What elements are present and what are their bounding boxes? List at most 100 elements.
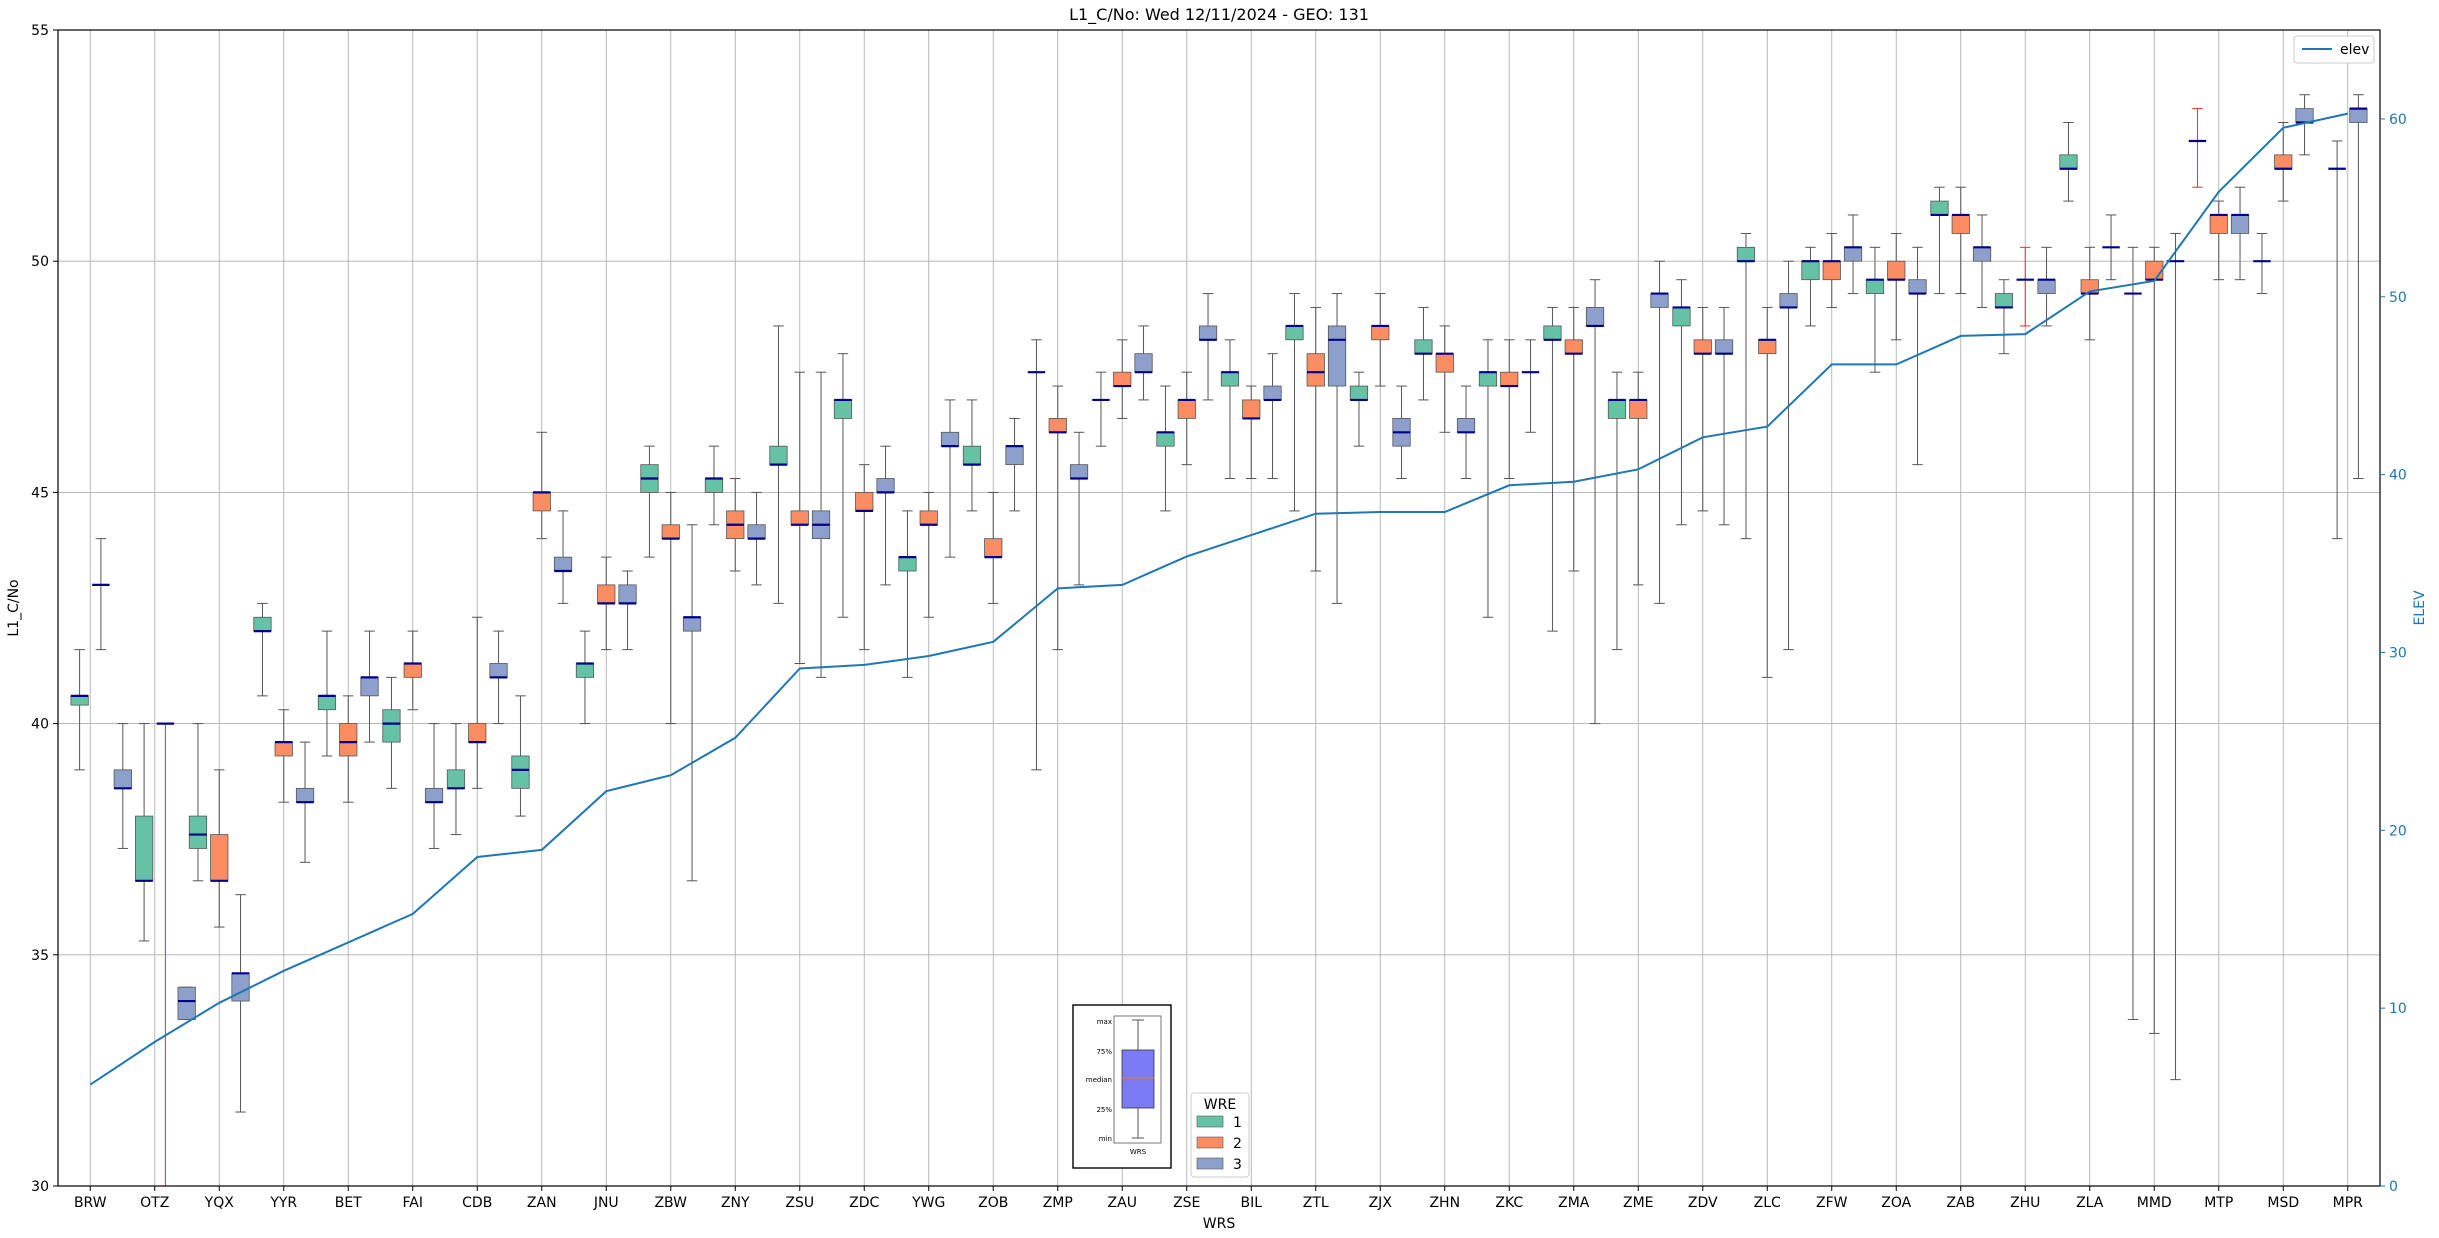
box-wre-2 xyxy=(1500,371,1519,387)
key-label-q3: 75% xyxy=(1096,1048,1112,1056)
elev-legend: elev xyxy=(2293,35,2375,64)
box-wre-2 xyxy=(532,491,551,512)
box-wre-2 xyxy=(1113,371,1132,387)
box-wre-3 xyxy=(2230,214,2250,234)
box-wre-3 xyxy=(1585,307,1605,327)
key-label-median: median xyxy=(1086,1076,1112,1084)
box-wre-2 xyxy=(339,723,358,757)
wre-legend-swatch-1 xyxy=(1196,1115,1224,1128)
chart-title: L1_C/No: Wed 12/11/2024 - GEO: 131 xyxy=(1069,5,1369,25)
box-wre-3 xyxy=(940,431,960,447)
box-wre-1 xyxy=(1543,325,1562,341)
box-wre-2 xyxy=(1887,260,1906,281)
box-wre-3 xyxy=(1779,293,1798,308)
y-axis-ticks: 30 35 40 45 50 55 xyxy=(31,23,58,1195)
x-tick-label: ZFW xyxy=(1816,1195,1848,1211)
x-tick-label: ZHU xyxy=(2010,1195,2040,1211)
x-tick-label: YWG xyxy=(911,1195,945,1211)
x-tick-label: BIL xyxy=(1240,1195,1262,1211)
box-wre-3 xyxy=(295,787,315,803)
x-tick-label: BRW xyxy=(74,1195,107,1211)
box-wre-3 xyxy=(1005,445,1024,466)
box-wre-2 xyxy=(210,834,229,882)
x-tick-label: ZKC xyxy=(1495,1195,1523,1211)
box-wre-1 xyxy=(898,556,917,572)
box-wre-2 xyxy=(1306,353,1325,387)
x-tick-label: ZMA xyxy=(1558,1195,1590,1211)
wre-legend-label-3: 3 xyxy=(1233,1157,1242,1173)
box-wre-2 xyxy=(661,524,680,540)
x-tick-label: ZTL xyxy=(1303,1195,1329,1211)
plot-frame xyxy=(57,29,2381,1187)
y-tick-label: 45 xyxy=(31,485,49,501)
x-tick-label: ZOA xyxy=(1881,1195,1911,1211)
elev-series xyxy=(89,112,2349,1086)
box-wre-1 xyxy=(1865,279,1885,294)
y-tick-label: 40 xyxy=(31,717,49,733)
box-wre-3 xyxy=(682,616,702,632)
box-wre-3 xyxy=(113,769,132,789)
box-wre-3 xyxy=(1069,464,1089,479)
x-tick-label: OTZ xyxy=(140,1195,169,1211)
x-tick-label: MPR xyxy=(2333,1195,2364,1211)
x-tick-label: BET xyxy=(335,1195,362,1211)
box-wre-2 xyxy=(1629,399,1648,419)
x-tick-label: ZOB xyxy=(978,1195,1008,1211)
box-wre-1 xyxy=(1994,293,2014,308)
box-key-inset: max 75% median 25% min WRS xyxy=(1072,1004,1172,1169)
x-tick-label: ZDC xyxy=(849,1195,879,1211)
box-wre-1 xyxy=(134,815,154,882)
box-wre-2 xyxy=(403,663,422,678)
box-wre-1 xyxy=(1285,325,1304,341)
box-wre-1 xyxy=(188,815,208,849)
x-tick-label: ZAB xyxy=(1946,1195,1975,1211)
box-wre-1 xyxy=(1801,260,1820,281)
key-label-q1: 25% xyxy=(1096,1106,1112,1114)
box-wre-1 xyxy=(769,445,788,466)
x-tick-label: FAI xyxy=(403,1195,423,1211)
x-tick-label: ZSE xyxy=(1173,1195,1200,1211)
y2-tick-label: 20 xyxy=(2389,823,2407,839)
box-wre-3 xyxy=(1650,293,1669,308)
x-tick-label: MTP xyxy=(2204,1195,2233,1211)
key-label-max: max xyxy=(1097,1018,1112,1026)
box-wre-2 xyxy=(1822,260,1841,281)
box-wre-3 xyxy=(876,478,895,493)
y-tick-label: 55 xyxy=(31,23,49,39)
x-tick-label: ZLA xyxy=(2076,1195,2104,1211)
elev-legend-label: elev xyxy=(2340,42,2369,58)
x-tick-label: ZMP xyxy=(1043,1195,1073,1211)
box-wre-2 xyxy=(468,723,487,743)
x-tick-label: ZJX xyxy=(1369,1195,1393,1211)
y2-tick-label: 30 xyxy=(2389,645,2407,661)
wre-legend-title: WRE xyxy=(1204,1097,1236,1113)
box-wre-1 xyxy=(962,445,982,466)
box-wre-1 xyxy=(1220,371,1240,387)
box-wre-3 xyxy=(1972,246,1992,262)
x-tick-label: MMD xyxy=(2137,1195,2172,1211)
x-tick-label: ZNY xyxy=(721,1195,750,1211)
box-wre-1 xyxy=(382,709,401,743)
box-wre-2 xyxy=(984,538,1003,558)
box-wre-2 xyxy=(855,491,874,512)
key-label-min: min xyxy=(1099,1135,1112,1143)
x-tick-label: YYR xyxy=(269,1195,297,1211)
wre-legend-label-2: 2 xyxy=(1233,1136,1242,1152)
y-tick-label: 50 xyxy=(31,254,49,270)
box-wre-3 xyxy=(360,676,379,697)
box-wre-3 xyxy=(553,556,573,572)
box-wre-3 xyxy=(1263,385,1282,401)
box-wre-3 xyxy=(1714,339,1734,355)
box-wre-1 xyxy=(1672,307,1691,327)
wre-legend-swatch-3 xyxy=(1196,1157,1224,1170)
box-wre-1 xyxy=(1607,399,1627,419)
wre-legend: WRE 1 2 3 xyxy=(1190,1092,1250,1178)
x-tick-label: ZAU xyxy=(1108,1195,1137,1211)
x-tick-label: ZDV xyxy=(1688,1195,1718,1211)
box-wre-1 xyxy=(446,769,466,789)
y2-tick-label: 40 xyxy=(2389,468,2407,484)
x-tick-label: ZHN xyxy=(1429,1195,1460,1211)
box-wre-3 xyxy=(489,663,508,678)
box-wre-1 xyxy=(2059,154,2078,170)
